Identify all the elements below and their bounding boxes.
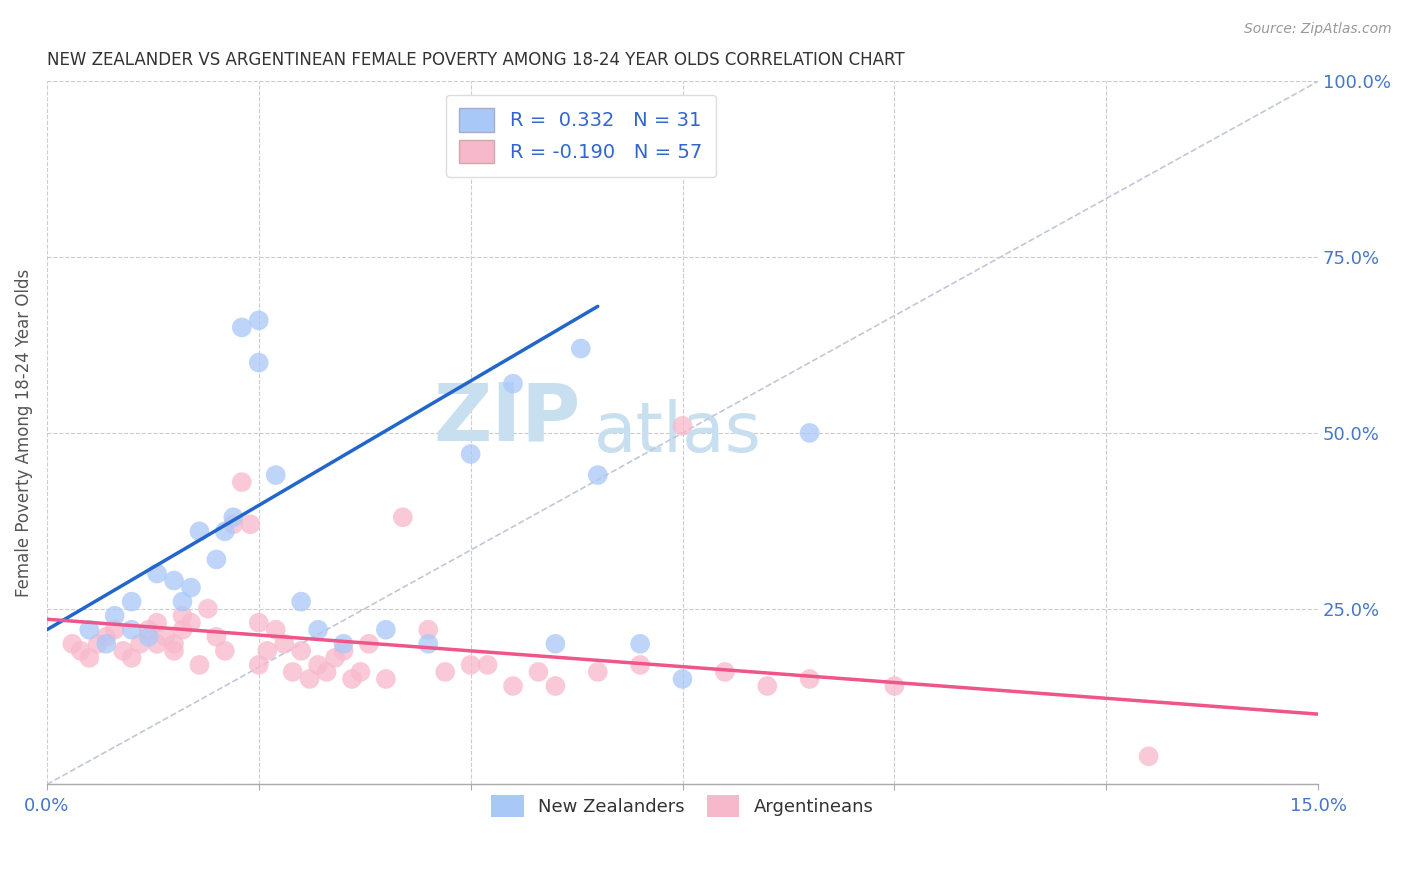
Point [77, 651, 100, 665]
Point [112, 644, 135, 658]
Point [77, 623, 100, 637]
Point [298, 672, 321, 686]
Point [544, 679, 567, 693]
Point [714, 665, 737, 679]
Point [247, 657, 270, 672]
Point [69, 644, 91, 658]
Legend: New Zealanders, Argentineans: New Zealanders, Argentineans [484, 789, 880, 824]
Point [527, 665, 550, 679]
Text: atlas: atlas [593, 400, 762, 467]
Point [172, 608, 194, 623]
Point [96, 637, 118, 651]
Point [264, 468, 287, 483]
Text: Source: ZipAtlas.com: Source: ZipAtlas.com [1244, 22, 1392, 37]
Point [214, 644, 236, 658]
Point [205, 552, 228, 566]
Point [146, 566, 169, 581]
Point [883, 679, 905, 693]
Point [357, 637, 380, 651]
Point [628, 657, 651, 672]
Point [172, 594, 194, 608]
Point [172, 623, 194, 637]
Point [281, 665, 304, 679]
Point [290, 644, 312, 658]
Point [756, 679, 779, 693]
Point [146, 615, 169, 630]
Point [104, 623, 127, 637]
Point [307, 657, 329, 672]
Point [222, 517, 245, 532]
Point [332, 637, 354, 651]
Point [628, 637, 651, 651]
Point [60, 637, 83, 651]
Point [214, 524, 236, 539]
Point [460, 657, 482, 672]
Point [180, 615, 202, 630]
Point [502, 376, 524, 391]
Point [315, 665, 337, 679]
Point [146, 637, 169, 651]
Point [205, 630, 228, 644]
Point [273, 637, 295, 651]
Point [671, 672, 693, 686]
Point [129, 637, 152, 651]
Point [477, 657, 499, 672]
Point [188, 657, 211, 672]
Point [87, 637, 110, 651]
Point [418, 623, 440, 637]
Point [264, 623, 287, 637]
Point [96, 630, 118, 644]
Point [104, 608, 127, 623]
Point [502, 679, 524, 693]
Point [180, 581, 202, 595]
Point [323, 651, 346, 665]
Point [197, 601, 219, 615]
Point [799, 672, 821, 686]
Point [247, 313, 270, 327]
Point [121, 651, 143, 665]
Point [799, 425, 821, 440]
Point [392, 510, 415, 524]
Point [222, 510, 245, 524]
Point [163, 644, 186, 658]
Point [460, 447, 482, 461]
Point [544, 637, 567, 651]
Text: ZIP: ZIP [433, 380, 581, 458]
Point [138, 623, 160, 637]
Point [586, 665, 609, 679]
Point [188, 524, 211, 539]
Point [374, 623, 396, 637]
Point [163, 574, 186, 588]
Point [374, 672, 396, 686]
Point [163, 637, 186, 651]
Point [307, 623, 329, 637]
Point [247, 355, 270, 369]
Point [155, 630, 177, 644]
Point [231, 475, 253, 489]
Point [340, 672, 363, 686]
Point [1137, 749, 1160, 764]
Point [569, 342, 592, 356]
Point [290, 594, 312, 608]
Point [586, 468, 609, 483]
Point [121, 623, 143, 637]
Point [434, 665, 457, 679]
Y-axis label: Female Poverty Among 18-24 Year Olds: Female Poverty Among 18-24 Year Olds [15, 268, 32, 597]
Point [247, 615, 270, 630]
Text: NEW ZEALANDER VS ARGENTINEAN FEMALE POVERTY AMONG 18-24 YEAR OLDS CORRELATION CH: NEW ZEALANDER VS ARGENTINEAN FEMALE POVE… [46, 51, 904, 69]
Point [671, 418, 693, 433]
Point [332, 644, 354, 658]
Point [349, 665, 371, 679]
Point [239, 517, 262, 532]
Point [256, 644, 278, 658]
Point [418, 637, 440, 651]
Point [121, 594, 143, 608]
Point [138, 630, 160, 644]
Point [231, 320, 253, 334]
